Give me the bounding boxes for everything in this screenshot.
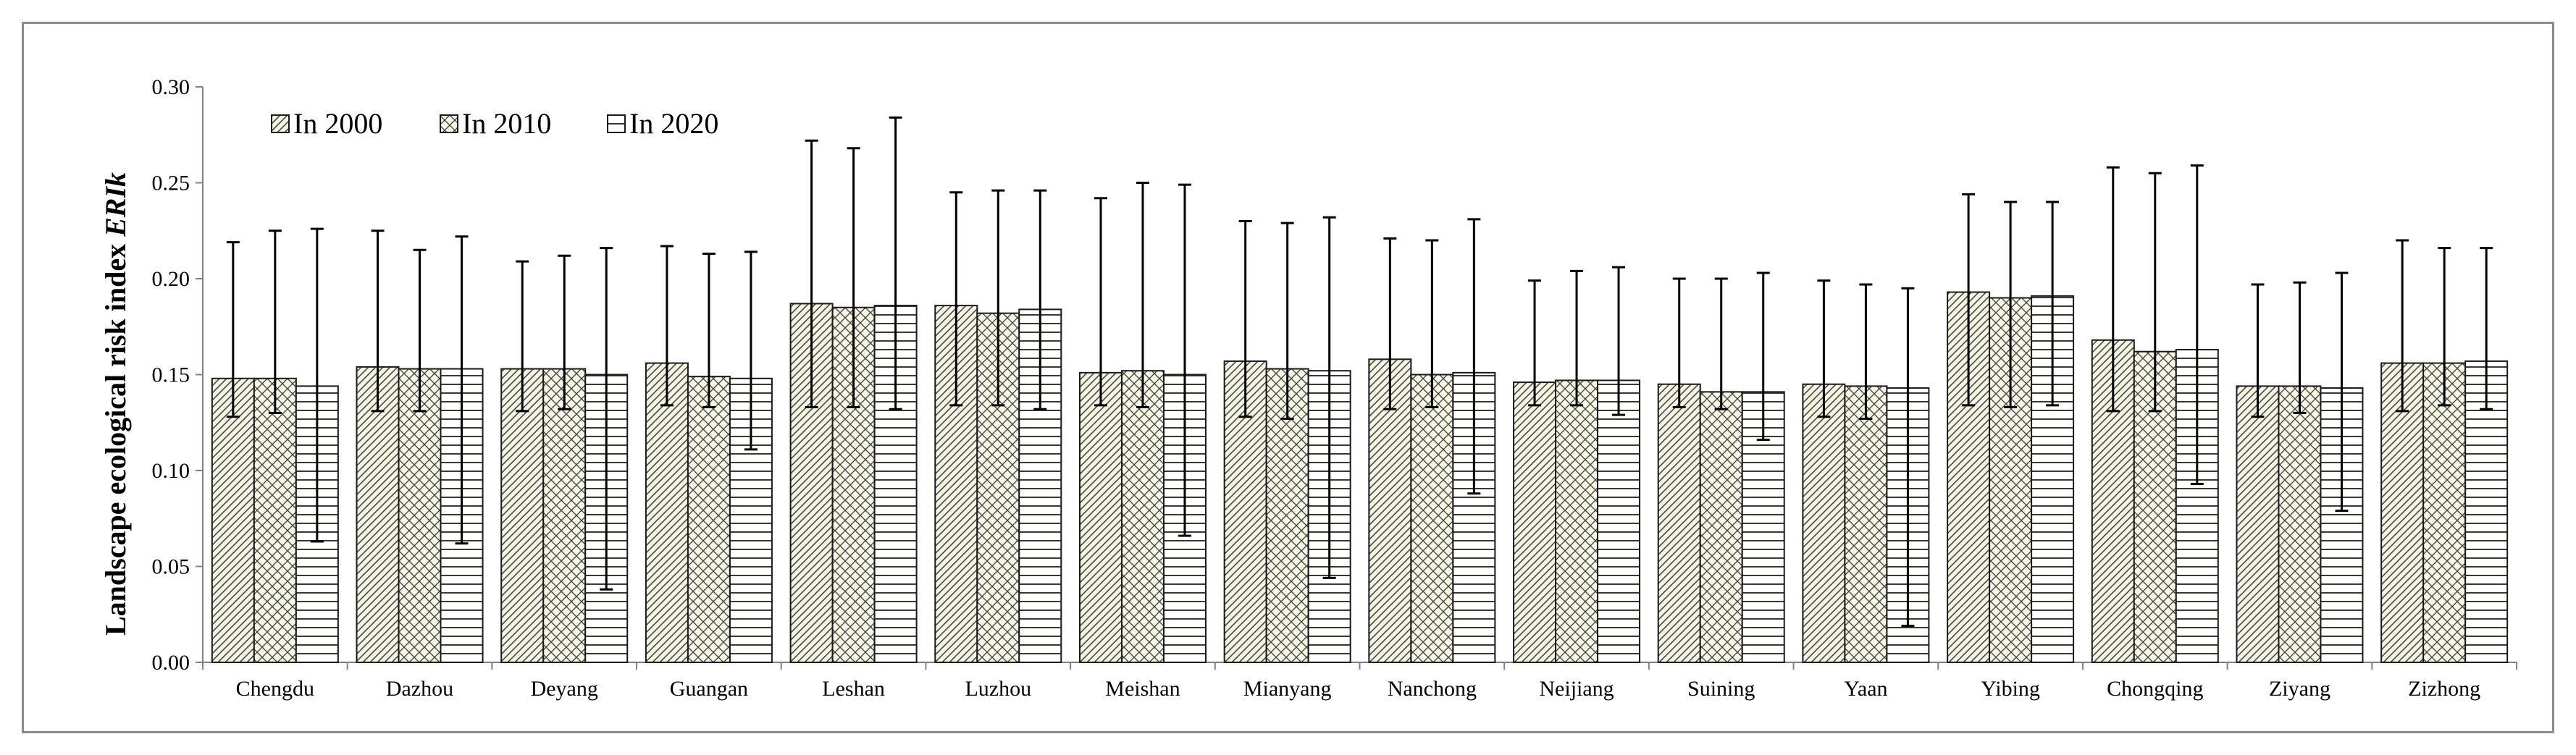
svg-text:Landscape ecological risk inde: Landscape ecological risk index ERIk [99,172,132,636]
legend: In 2000 In 2010 In 2020 [271,107,718,140]
bar [211,377,255,663]
bar [2031,295,2075,663]
axes: 0.00 0.05 0.10 0.15 0.20 0.25 0.30 Chengdu Dazho… [152,75,2517,701]
x-category-label: Deyang [531,677,598,701]
bar [1410,374,1454,663]
bar [645,362,689,663]
bar [2422,362,2467,663]
y-tick-label: 0.25 [152,172,190,195]
legend-swatch [440,114,458,133]
x-category-label: Suining [1687,677,1755,701]
bar [398,368,442,663]
y-axis-title-italic: ERIk [99,172,132,237]
bar [2464,360,2509,663]
bar [1844,385,1888,663]
bar [1597,379,1641,663]
bar [1513,381,1557,663]
chart-frame: Landscape ecological risk index ERIk 0.0… [22,22,2554,733]
error-bars [226,116,2493,628]
bar [1699,391,1743,663]
y-tick-label: 0.30 [152,75,190,99]
x-category-label: Luzhou [965,677,1031,701]
bar [356,366,400,663]
x-category-label: Meishan [1105,677,1180,701]
x-category-label: Nanchong [1388,677,1477,701]
bar [1802,383,1846,663]
bar [2236,385,2280,663]
bars [211,291,2509,663]
chart: Landscape ecological risk index ERIk 0.0… [99,75,2517,701]
legend-label: In 2000 [293,107,382,140]
y-axis-title: Landscape ecological risk index ERIk [99,172,132,636]
x-category-label: Chengdu [236,677,314,701]
x-category-label: Neijiang [1539,677,1614,701]
x-category-label: Yibing [1981,677,2040,701]
y-axis-title-text: Landscape ecological risk index [99,244,132,636]
legend-label: In 2020 [629,107,718,140]
legend-swatch [607,114,626,133]
legend-label: In 2010 [462,107,551,140]
bar [1078,371,1123,663]
x-category-label: Mianyang [1243,677,1332,701]
bar [253,377,297,663]
x-category-label: Zizhong [2408,677,2480,701]
bar [1657,383,1701,663]
y-tick-label: 0.05 [152,555,190,579]
bar [542,368,587,663]
bar [1120,370,1165,663]
y-tick-label: 0.20 [152,267,190,291]
y-tick-label: 0.00 [152,651,190,675]
x-category-label: Dazhou [386,677,453,701]
x-category-label: Ziyang [2269,677,2330,701]
y-tick-label: 0.15 [152,363,190,387]
x-category-label: Yaan [1844,677,1887,701]
x-category-label: Leshan [822,677,885,701]
x-category-label: Guangan [670,677,748,701]
bar [687,376,731,663]
y-tick-label: 0.10 [152,459,190,483]
legend-swatch [271,114,290,133]
bar [1555,379,1599,663]
bar [2278,385,2322,663]
x-category-label: Chongqing [2107,677,2203,701]
bar [500,368,545,663]
